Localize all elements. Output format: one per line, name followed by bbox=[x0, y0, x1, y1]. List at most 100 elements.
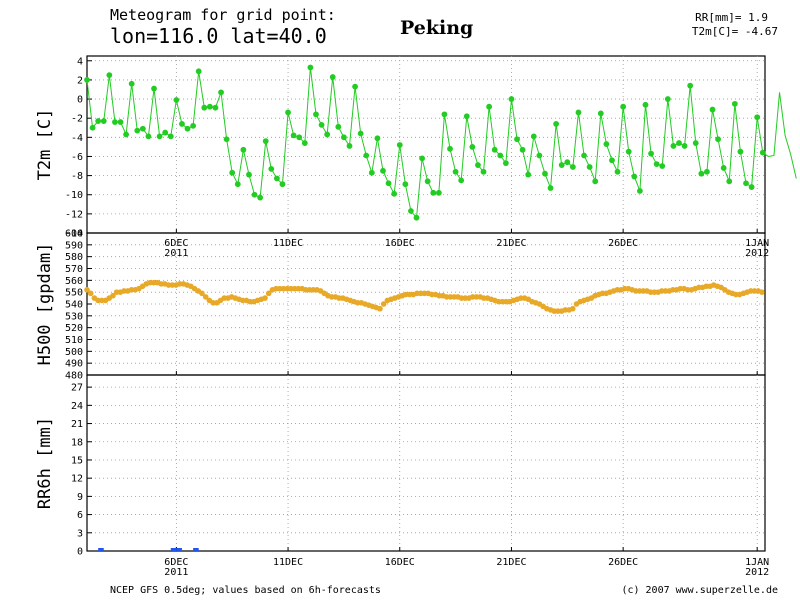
t2m-point bbox=[368, 169, 375, 176]
x-tick-label: 1JAN bbox=[745, 238, 769, 249]
y-tick-label: 510 bbox=[65, 335, 83, 346]
t2m-point bbox=[285, 109, 291, 116]
t2m-point bbox=[95, 118, 102, 124]
t2m-point bbox=[592, 178, 599, 185]
t2m-point bbox=[145, 133, 152, 140]
t2m-point bbox=[106, 72, 113, 79]
t2m-point bbox=[167, 133, 174, 140]
x-tick-label: 6DEC bbox=[164, 557, 188, 568]
y-axis-label: H500 [gpdam] bbox=[35, 243, 55, 366]
t2m-point bbox=[642, 101, 649, 108]
t2m-point bbox=[324, 131, 331, 138]
t2m-point bbox=[391, 190, 398, 197]
y-tick-label: 570 bbox=[65, 264, 83, 275]
t2m-point bbox=[569, 164, 576, 170]
t2m-point bbox=[212, 104, 219, 111]
t2m-point bbox=[329, 74, 336, 80]
t2m-point bbox=[117, 119, 124, 125]
t2m-point bbox=[480, 168, 487, 175]
t2m-point bbox=[441, 111, 448, 118]
t2m-point bbox=[223, 136, 230, 143]
t2m-point bbox=[486, 103, 493, 110]
footer-source: NCEP GFS 0.5deg; values based on 6h-fore… bbox=[110, 585, 381, 596]
t2m-point bbox=[447, 145, 453, 152]
t2m-point bbox=[692, 140, 699, 146]
t2m-point bbox=[435, 189, 442, 196]
t2m-point bbox=[664, 96, 671, 102]
y-tick-label: 600 bbox=[65, 229, 83, 240]
t2m-point bbox=[385, 180, 392, 187]
t2m-point bbox=[357, 130, 364, 137]
t2m-point bbox=[218, 89, 224, 96]
t2m-point bbox=[508, 96, 515, 102]
y-tick-label: 9 bbox=[77, 492, 83, 503]
x-tick-year: 2012 bbox=[745, 567, 769, 578]
t2m-point bbox=[402, 181, 409, 188]
t2m-point bbox=[162, 129, 169, 136]
t2m-point bbox=[268, 165, 275, 172]
rr6h-bar bbox=[193, 548, 199, 551]
t2m-point bbox=[156, 133, 163, 140]
y-tick-label: -6 bbox=[71, 152, 83, 163]
footer-copyright: (c) 2007 www.superzelle.de bbox=[621, 585, 778, 596]
h500-point bbox=[84, 287, 90, 293]
y-tick-label: 24 bbox=[71, 401, 83, 412]
t2m-point bbox=[458, 177, 465, 184]
t2m-point bbox=[234, 181, 241, 188]
t2m-point bbox=[262, 138, 269, 145]
y-tick-label: 530 bbox=[65, 311, 83, 322]
t2m-point bbox=[530, 133, 537, 140]
t2m-point bbox=[246, 171, 252, 178]
h500-point bbox=[377, 305, 383, 312]
t2m-point bbox=[731, 100, 738, 107]
t2m-point bbox=[335, 123, 342, 130]
t2m-point bbox=[363, 152, 370, 159]
rr6h-bar bbox=[176, 548, 182, 551]
y-tick-label: 490 bbox=[65, 359, 83, 370]
t2m-point bbox=[631, 173, 638, 180]
y-tick-label: 27 bbox=[71, 383, 83, 394]
t2m-point bbox=[603, 141, 610, 147]
t2m-point bbox=[279, 181, 286, 188]
y-tick-label: -12 bbox=[65, 209, 83, 220]
t2m-point bbox=[620, 103, 627, 110]
t2m-point bbox=[469, 143, 476, 150]
t2m-point bbox=[273, 175, 280, 182]
t2m-point bbox=[553, 121, 560, 127]
rr-summary: RR[mm]= 1.9 bbox=[695, 11, 768, 24]
x-tick-year: 2012 bbox=[745, 248, 769, 259]
t2m-point bbox=[206, 103, 213, 110]
t2m-point bbox=[257, 194, 264, 201]
t2m-point bbox=[318, 121, 325, 128]
h500-point bbox=[380, 301, 387, 307]
t2m-point bbox=[737, 148, 744, 155]
t2m-summary: T2m[C]= -4.67 bbox=[692, 25, 778, 38]
h500-point bbox=[87, 290, 94, 297]
h500-point bbox=[265, 290, 272, 297]
t2m-point bbox=[581, 152, 587, 159]
t2m-point bbox=[614, 168, 621, 175]
t2m-point bbox=[502, 160, 509, 167]
y-tick-label: -4 bbox=[71, 133, 83, 144]
y-tick-label: 3 bbox=[77, 528, 83, 539]
rr6h-bar bbox=[98, 548, 104, 551]
t2m-point bbox=[307, 64, 314, 71]
t2m-point bbox=[558, 162, 565, 168]
t2m-point bbox=[575, 109, 582, 116]
y-tick-label: -10 bbox=[65, 190, 83, 201]
t2m-point bbox=[408, 208, 414, 214]
y-tick-label: 18 bbox=[71, 437, 83, 448]
h500-point bbox=[569, 305, 576, 312]
t2m-point bbox=[128, 80, 135, 87]
panel-frame bbox=[86, 374, 766, 552]
t2m-point bbox=[179, 121, 185, 127]
t2m-point bbox=[139, 125, 146, 132]
t2m-point bbox=[670, 143, 677, 149]
t2m-point bbox=[240, 146, 247, 153]
x-tick-label: 11DEC bbox=[273, 238, 303, 249]
x-tick-label: 11DEC bbox=[273, 557, 303, 568]
t2m-point bbox=[704, 168, 710, 175]
